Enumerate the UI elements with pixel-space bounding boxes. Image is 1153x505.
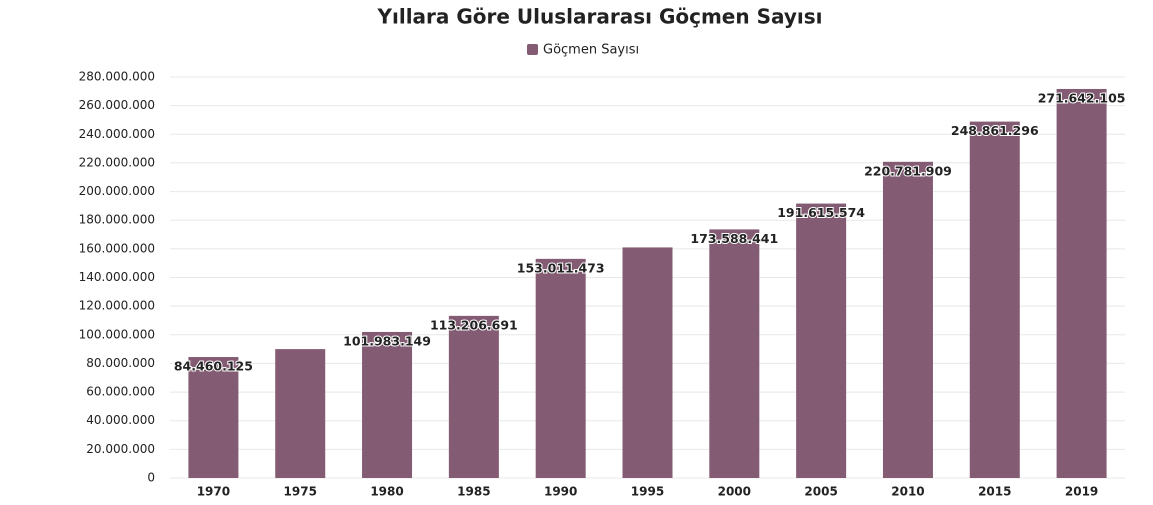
value-label: 173.588.441 [690,231,778,246]
bar [448,315,499,478]
x-tick-label: 1980 [370,485,403,499]
y-tick-label: 120.000.000 [79,299,155,313]
y-tick-label: 160.000.000 [79,241,155,255]
bar [796,203,847,479]
chart-title: Yıllara Göre Uluslararası Göçmen Sayısı [377,5,823,29]
value-label: 113.206.691 [430,317,518,332]
x-tick-label: 1995 [631,485,664,499]
value-label: 101.983.149 [343,333,431,348]
y-tick-label: 280.000.000 [79,70,155,84]
x-tick-label: 2010 [891,485,924,499]
x-tick-label: 1985 [457,485,490,499]
bar [275,349,326,478]
y-tick-label: 180.000.000 [79,213,155,227]
bar [622,247,673,478]
y-tick-label: 200.000.000 [79,184,155,198]
value-label: 191.615.574 [777,205,865,220]
y-tick-label: 80.000.000 [86,356,155,370]
x-tick-label: 1970 [197,485,230,499]
bar [188,357,239,478]
legend-swatch [527,44,538,55]
value-label: 271.642.105 [1038,90,1126,105]
y-tick-label: 0 [147,471,155,485]
value-label: 220.781.909 [864,163,952,178]
bar [882,161,933,478]
bar [969,121,1020,479]
bar [535,258,586,478]
value-label: 84.460.125 [174,359,253,374]
y-tick-label: 60.000.000 [86,385,155,399]
x-tick-label: 2005 [804,485,837,499]
x-tick-label: 2000 [718,485,751,499]
value-label: 153.011.473 [517,260,605,275]
y-tick-label: 240.000.000 [79,127,155,141]
y-tick-label: 20.000.000 [86,442,155,456]
legend-label: Göçmen Sayısı [543,43,639,58]
x-tick-label: 2019 [1065,485,1098,499]
bar [709,229,760,478]
x-tick-label: 1990 [544,485,577,499]
x-tick-label: 2015 [978,485,1011,499]
y-tick-label: 100.000.000 [79,327,155,341]
bar [362,331,413,478]
y-tick-label: 40.000.000 [86,413,155,427]
bar [1056,88,1107,478]
y-tick-label: 140.000.000 [79,270,155,284]
y-tick-label: 260.000.000 [79,98,155,112]
value-label: 248.861.296 [951,123,1039,138]
x-tick-label: 1975 [284,485,317,499]
y-tick-label: 220.000.000 [79,155,155,169]
